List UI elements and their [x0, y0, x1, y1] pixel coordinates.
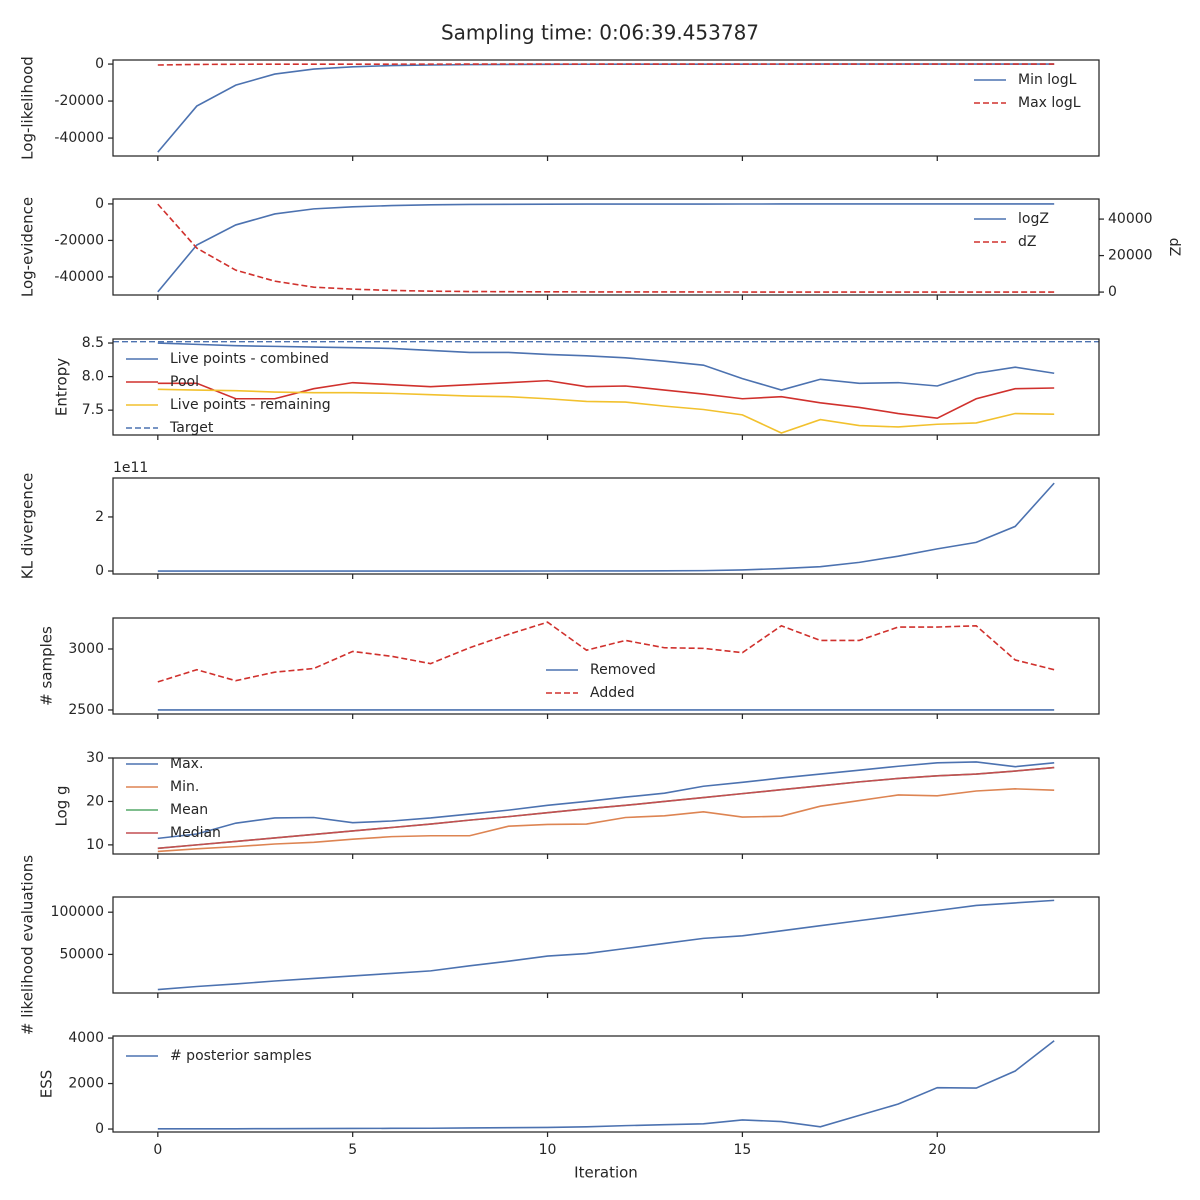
- x-tick-label: 5: [348, 1142, 357, 1158]
- axes-frame: [112, 59, 1100, 157]
- axes-frame: [112, 896, 1100, 994]
- x-tick-label: 15: [733, 1142, 751, 1158]
- y-tick-label: 20: [86, 793, 104, 809]
- y2-tick-label: 0: [1108, 284, 1117, 300]
- legend-label: Mean: [170, 802, 208, 818]
- y-axis-label: Log g: [53, 785, 71, 826]
- y-tick-label: 0: [95, 56, 104, 72]
- y-axis-label: Entropy: [53, 358, 71, 416]
- y-tick-label: -40000: [54, 269, 104, 285]
- legend-label: logZ: [1018, 211, 1049, 227]
- y-tick-label: 2: [95, 509, 104, 525]
- series-line: [157, 621, 1055, 683]
- y-tick-label: 2000: [68, 1076, 104, 1092]
- x-tick-label: 10: [539, 1142, 557, 1158]
- y-tick-label: -20000: [54, 232, 104, 248]
- series-line: [157, 482, 1055, 572]
- series-line: [157, 766, 1055, 850]
- legend-label: Pool: [170, 374, 199, 390]
- series-line: [157, 899, 1055, 991]
- series-line: [157, 788, 1055, 853]
- series-line: [157, 203, 1055, 293]
- offset-label: 1e11: [113, 460, 148, 476]
- y-axis-label: Log-likelihood: [19, 56, 37, 160]
- legend-label: Max logL: [1018, 95, 1081, 111]
- y-tick-label: 2500: [68, 702, 104, 718]
- legend-label: Min logL: [1018, 72, 1077, 88]
- y-axis-label: ESS: [38, 1070, 56, 1099]
- x-tick-label: 20: [928, 1142, 946, 1158]
- y2-tick-label: 20000: [1108, 248, 1153, 264]
- axes-frame: [112, 198, 1100, 296]
- legend-label: Max.: [170, 756, 203, 772]
- y-tick-label: 3000: [68, 641, 104, 657]
- legend-label: dZ: [1018, 234, 1036, 250]
- y-axis-label: Log-evidence: [19, 197, 37, 297]
- figure-title: Sampling time: 0:06:39.453787: [441, 21, 759, 45]
- x-axis-label: Iteration: [574, 1164, 638, 1182]
- series-line: [157, 63, 1055, 153]
- series-line: [157, 761, 1055, 840]
- series-line: [157, 203, 1055, 293]
- y2-tick-label: 40000: [1108, 211, 1153, 227]
- y-tick-label: 8.5: [82, 335, 104, 351]
- series-line: [157, 63, 1055, 66]
- y-tick-label: 8.0: [82, 369, 104, 385]
- series-line: [157, 342, 1055, 391]
- legend-label: Added: [590, 685, 635, 701]
- y-tick-label: -40000: [54, 130, 104, 146]
- axes-frame: [112, 617, 1100, 715]
- axes-frame: [112, 477, 1100, 575]
- x-tick-label: 0: [153, 1142, 162, 1158]
- y-tick-label: 10: [86, 837, 104, 853]
- y-tick-label: 0: [95, 563, 104, 579]
- y-tick-label: 100000: [51, 904, 104, 920]
- series-line: [157, 379, 1055, 420]
- axes-frame: [112, 338, 1100, 436]
- y-tick-label: 0: [95, 196, 104, 212]
- y-axis-label: KL divergence: [19, 473, 37, 579]
- legend-label: Removed: [590, 662, 656, 678]
- series-line: [157, 1040, 1055, 1130]
- y2-axis-label: dZ: [1166, 238, 1182, 256]
- y-axis-label: # likelihood evaluations: [19, 855, 37, 1035]
- series-line: [157, 388, 1055, 434]
- y-tick-label: -20000: [54, 93, 104, 109]
- y-tick-label: 50000: [59, 946, 104, 962]
- legend-label: Live points - remaining: [170, 397, 331, 413]
- y-tick-label: 0: [95, 1121, 104, 1137]
- y-tick-label: 30: [86, 750, 104, 766]
- legend-label: # posterior samples: [170, 1048, 312, 1064]
- legend-label: Min.: [170, 779, 199, 795]
- legend-label: Median: [170, 825, 221, 841]
- axes-frame: [112, 757, 1100, 855]
- legend-label: Live points - combined: [170, 351, 329, 367]
- legend-label: Target: [169, 420, 214, 436]
- y-axis-label: # samples: [38, 626, 56, 706]
- y-tick-label: 7.5: [82, 402, 104, 418]
- y-tick-label: 4000: [68, 1030, 104, 1046]
